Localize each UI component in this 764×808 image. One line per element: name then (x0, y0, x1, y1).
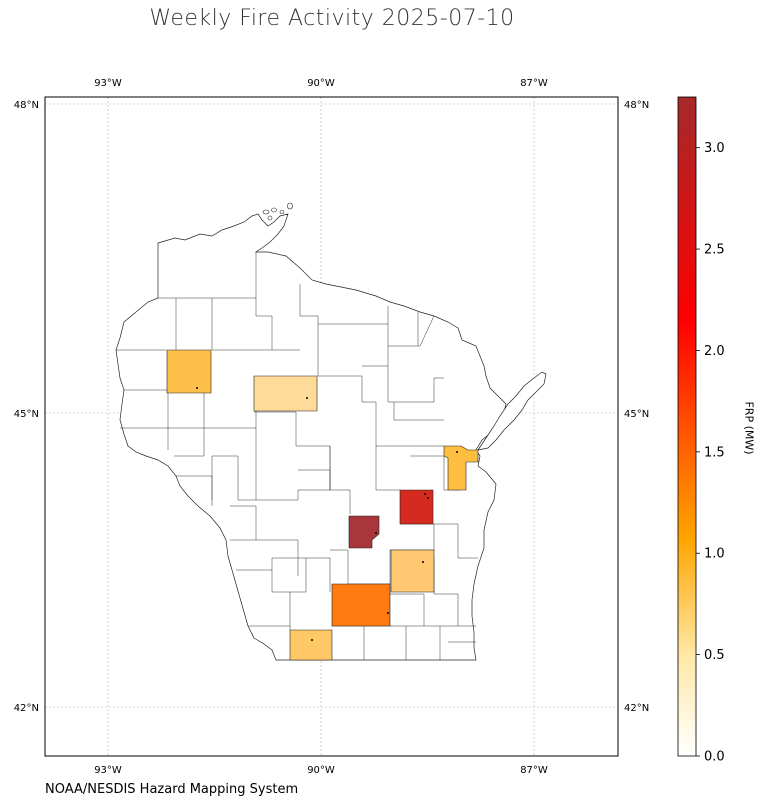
lon-tick-label: 90°W (307, 765, 335, 776)
fire-point (424, 493, 426, 495)
colorbar-gradient (677, 96, 697, 757)
lon-labels-bottom: 93°W 90°W 87°W (94, 765, 548, 776)
map-frame (44, 96, 619, 757)
source-credit: NOAA/NESDIS Hazard Mapping System (45, 782, 299, 797)
lat-labels-left: 48°N 45°N 42°N (14, 100, 39, 714)
lat-tick-label: 48°N (14, 100, 39, 111)
apostle-islands (262, 202, 293, 221)
lon-tick-label: 87°W (520, 78, 548, 89)
fire-points (196, 387, 458, 641)
lon-tick-label: 93°W (94, 765, 122, 776)
county-winnebago (399, 489, 434, 525)
lat-tick-label: 45°N (14, 409, 39, 420)
fire-point (456, 451, 458, 453)
fire-counties (166, 349, 479, 661)
county-lines (116, 252, 478, 660)
lat-tick-label: 42°N (14, 703, 39, 714)
colorbar-tick-label: 1.5 (704, 445, 725, 460)
county-marquette (348, 515, 380, 549)
lat-tick-label: 45°N (624, 409, 649, 420)
fire-point (422, 561, 424, 563)
colorbar-tick-label: 2.0 (704, 344, 725, 359)
colorbar-tick-label: 0.5 (704, 648, 725, 663)
lat-tick-label: 48°N (624, 100, 649, 111)
county-marathon (253, 375, 318, 412)
county-green (289, 629, 333, 661)
county-brown (443, 445, 479, 491)
county-polk (166, 349, 212, 394)
colorbar-label: FRP (MW) (742, 401, 756, 455)
door-peninsula (477, 371, 547, 451)
colorbar: 0.0 0.5 1.0 1.5 2.0 2.5 3.0 (677, 96, 725, 765)
fire-point (375, 532, 377, 534)
lon-tick-label: 90°W (307, 78, 335, 89)
wisconsin-outline (115, 213, 507, 661)
map-area (115, 202, 547, 661)
map-title: Weekly Fire Activity 2025-07-10 (149, 6, 515, 31)
lon-labels-top: 93°W 90°W 87°W (94, 78, 548, 89)
lat-labels-right: 48°N 45°N 42°N (624, 100, 649, 714)
colorbar-tick-label: 2.5 (704, 243, 725, 258)
fire-point (427, 497, 429, 499)
lon-tick-label: 93°W (94, 78, 122, 89)
county-dodge (390, 549, 435, 593)
county-dane (331, 583, 391, 627)
fire-point (311, 639, 313, 641)
fire-point (306, 397, 308, 399)
lon-tick-label: 87°W (520, 765, 548, 776)
colorbar-tick-label: 1.0 (704, 547, 725, 562)
fire-point (387, 612, 389, 614)
fire-point (196, 387, 198, 389)
colorbar-tick-label: 0.0 (704, 750, 725, 765)
colorbar-ticks: 0.0 0.5 1.0 1.5 2.0 2.5 3.0 (696, 141, 725, 765)
colorbar-tick-label: 3.0 (704, 141, 725, 156)
lat-tick-label: 42°N (624, 703, 649, 714)
